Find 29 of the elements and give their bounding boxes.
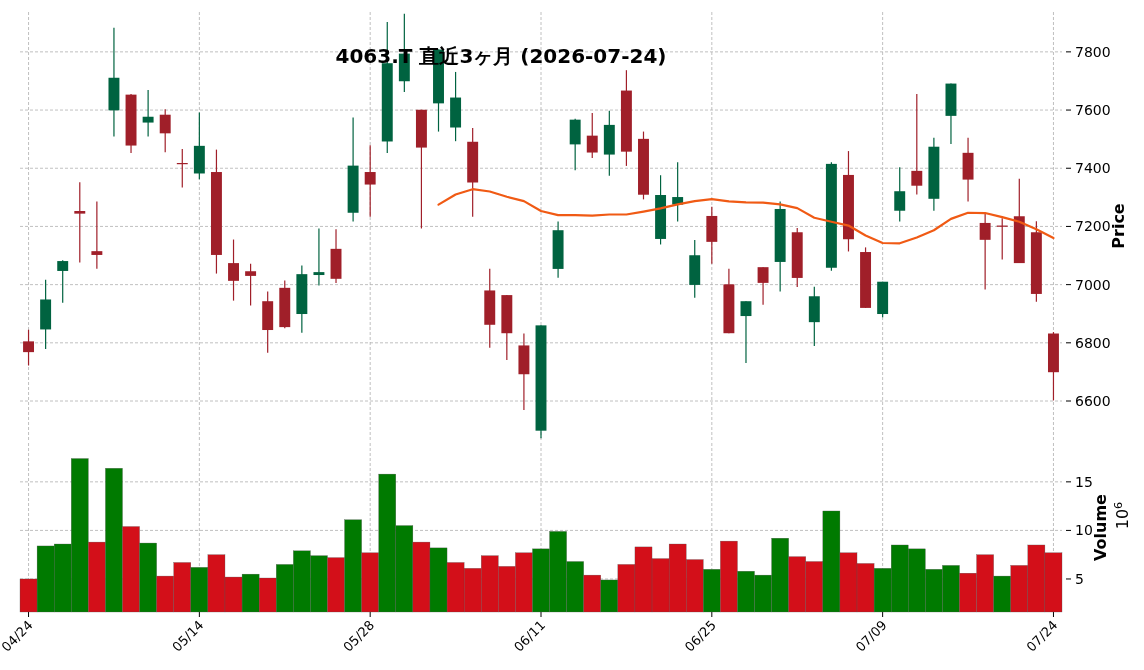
line-series <box>437 188 1055 245</box>
candlestick <box>740 300 752 364</box>
candlestick <box>586 112 598 159</box>
candlestick <box>74 181 86 264</box>
y-tick-label: 7200 <box>1075 218 1111 235</box>
y-tick-label: 7000 <box>1075 276 1111 293</box>
y-tick-label: 10 <box>1075 522 1093 539</box>
y-tick-label: 5 <box>1075 570 1084 587</box>
candlestick <box>159 108 171 153</box>
candlestick <box>757 266 769 306</box>
candlestick <box>364 144 376 218</box>
y-tick-label: 6800 <box>1075 334 1111 351</box>
candlestick <box>57 259 69 304</box>
candlestick <box>91 200 103 270</box>
y-tick-label: 6600 <box>1075 393 1111 410</box>
y-tick-label: 7800 <box>1075 43 1111 60</box>
candlestick <box>23 329 35 367</box>
y-tick-label: 15 <box>1075 473 1093 490</box>
y-tick-label: 7400 <box>1075 160 1111 177</box>
candlestick <box>245 263 257 307</box>
candlestick <box>979 212 991 291</box>
y-axis-title: Price <box>1109 203 1128 249</box>
candlestick <box>228 238 239 302</box>
candlestick <box>142 89 154 138</box>
candlestick <box>911 93 923 196</box>
y-axis-title: Volume <box>1091 493 1110 561</box>
candlestick <box>894 166 906 223</box>
candlestick <box>313 227 325 287</box>
y-tick-label: 7600 <box>1075 102 1111 119</box>
